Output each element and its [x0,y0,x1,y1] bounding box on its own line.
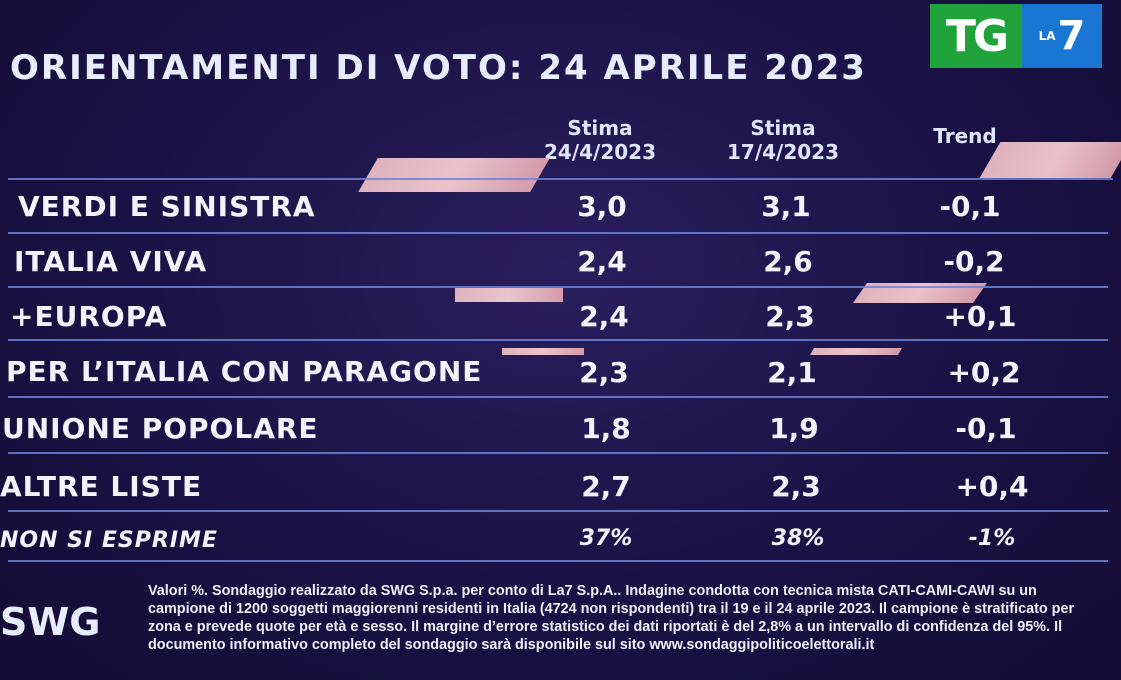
screen-glare [358,158,550,192]
estimate-17-4: 38% [771,526,825,551]
trend-value: +0,4 [955,470,1029,503]
column-header-stima-17: Stima 17/4/2023 [708,116,858,164]
estimate-24-4: 3,0 [577,190,627,223]
row-divider [8,339,1108,341]
trend-value: -0,1 [955,412,1017,445]
party-name: ALTRE LISTE [0,470,203,503]
party-name: VERDI E SINISTRA [18,190,316,223]
column-header-stima-24: Stima 24/4/2023 [525,116,675,164]
estimate-24-4: 2,3 [579,356,629,389]
methodology-note: Valori %. Sondaggio realizzato da SWG S.… [148,583,1075,653]
row-divider [8,452,1108,454]
screen-glare [455,288,563,302]
column-header-line1: Trend [933,124,997,148]
trend-value: +0,1 [943,300,1017,333]
tg-la7-logo: TG LA 7 [930,4,1102,68]
row-divider [8,286,1108,288]
trend-value: -1% [968,526,1016,551]
logo-seven: 7 [1057,13,1086,59]
screen-glare [502,348,584,355]
logo-la7: LA 7 [1022,4,1102,68]
estimate-24-4: 2,7 [581,470,631,503]
estimate-17-4: 3,1 [761,190,811,223]
row-divider [8,232,1108,234]
estimate-24-4: 2,4 [579,300,629,333]
logo-la: LA [1038,29,1056,43]
column-header-line1: Stima [567,116,633,140]
column-header-line2: 24/4/2023 [543,140,657,164]
column-header-line1: Stima [750,116,816,140]
estimate-24-4: 1,8 [581,412,631,445]
party-name: ITALIA VIVA [14,245,208,278]
estimate-24-4: 2,4 [577,245,627,278]
estimate-17-4: 2,1 [767,356,817,389]
column-header-trend: Trend [905,124,1025,148]
column-header-line2: 17/4/2023 [726,140,840,164]
party-name: PER L’ITALIA CON PARAGONE [6,355,483,388]
estimate-17-4: 2,3 [765,300,815,333]
screen-glare [979,142,1121,178]
party-name: UNIONE POPOLARE [2,412,319,445]
estimate-17-4: 1,9 [769,412,819,445]
trend-value: -0,1 [939,190,1001,223]
screen-glare [809,348,903,355]
trend-value: +0,2 [947,356,1021,389]
page-title: ORIENTAMENTI DI VOTO: 24 APRILE 2023 [10,48,867,88]
party-name: +EUROPA [10,300,168,333]
swg-logo: SWG [0,600,101,644]
trend-value: -0,2 [943,245,1005,278]
logo-tg: TG [930,4,1022,68]
row-divider [8,560,1108,562]
party-name: NON SI ESPRIME [0,528,218,553]
row-divider [8,396,1108,398]
row-divider [8,178,1113,180]
estimate-17-4: 2,3 [771,470,821,503]
estimate-17-4: 2,6 [763,245,813,278]
estimate-24-4: 37% [579,526,633,551]
row-divider [8,510,1108,512]
